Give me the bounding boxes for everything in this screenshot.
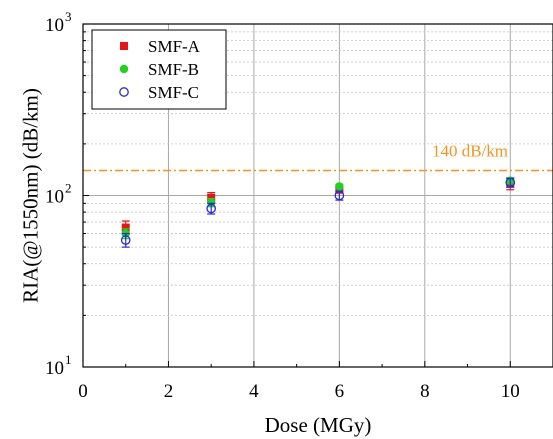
legend-box [91,29,227,110]
data-point [334,190,345,201]
data-point [121,223,130,232]
series-smf-b [121,176,515,240]
legend-marker [119,87,129,97]
data-point [335,182,344,191]
series-smf-c [120,177,516,248]
y-tick-label: 10 [45,187,64,208]
x-tick-label: 8 [420,381,430,402]
y-tick-label: 10 [45,15,64,36]
y-axis-label: RIA(@1550nm) (dB/km) [18,88,42,303]
reference-line-group: 140 dB/km [83,141,553,172]
reference-line-label: 140 dB/km [432,141,508,160]
legend: SMF-A SMF-B SMF-C [91,29,227,110]
x-tick-label: 6 [335,381,345,402]
data-point [505,177,516,188]
x-tick-label: 0 [78,381,88,402]
data-point [120,235,131,245]
legend-label: SMF-C [148,83,199,102]
x-tick-label: 2 [164,381,174,402]
y-tick-exponent: 3 [65,9,72,24]
y-tick-label: 10 [45,358,64,379]
series-smf-a [121,177,515,236]
data-point [206,203,217,214]
y-tick-exponent: 2 [65,181,72,196]
legend-marker [119,64,129,74]
legend-marker [120,42,128,50]
x-axis-label: Dose (MGy) [265,413,372,437]
y-tick-exponent: 1 [65,352,72,367]
data-marks [120,176,516,248]
x-tick-label: 10 [501,381,520,402]
legend-label: SMF-B [148,60,199,79]
data-point [207,193,216,202]
x-tick-label: 4 [249,381,259,402]
legend-label: SMF-A [148,37,201,56]
